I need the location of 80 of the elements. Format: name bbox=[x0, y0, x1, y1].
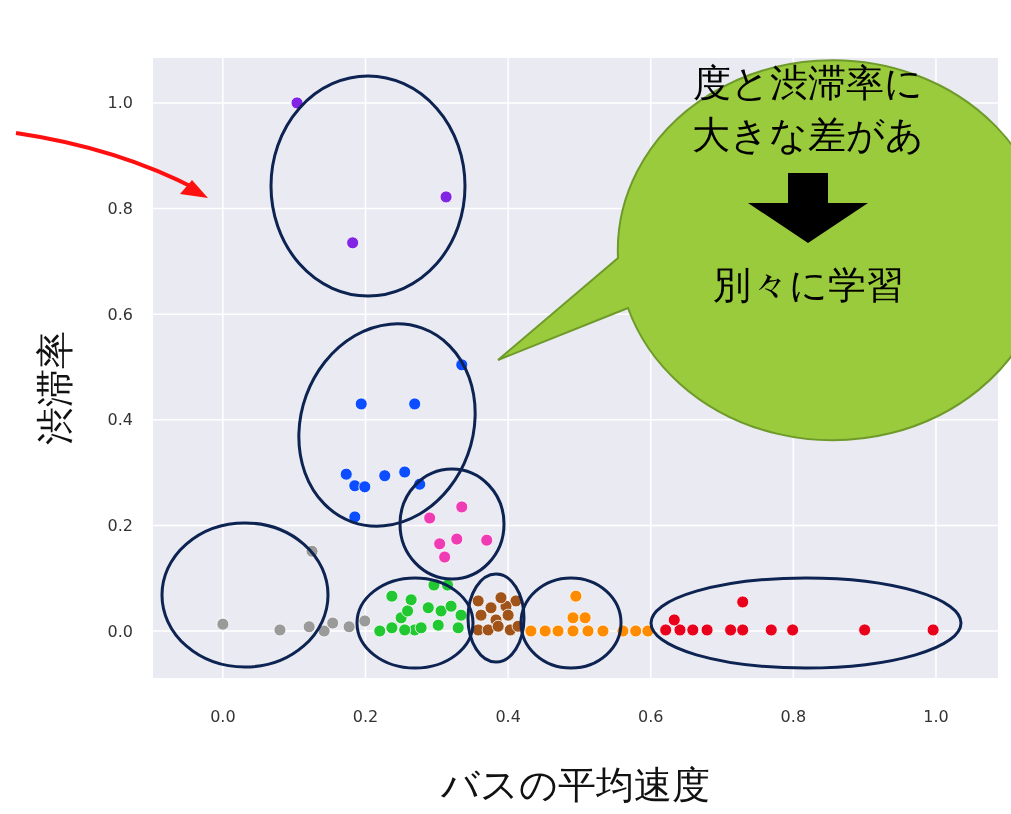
point bbox=[566, 611, 580, 625]
point bbox=[414, 621, 428, 635]
point bbox=[481, 623, 495, 637]
x-tick-label: 0.6 bbox=[638, 707, 664, 726]
point bbox=[764, 623, 778, 637]
point bbox=[385, 621, 399, 635]
point bbox=[858, 623, 872, 637]
point bbox=[346, 236, 360, 250]
point bbox=[494, 591, 508, 605]
y-tick-label: 0.6 bbox=[107, 304, 133, 324]
point bbox=[700, 623, 714, 637]
point bbox=[659, 623, 673, 637]
point bbox=[673, 623, 687, 637]
annotation: 大きな差があ bbox=[692, 113, 924, 157]
point bbox=[444, 599, 458, 613]
point bbox=[421, 601, 435, 615]
point bbox=[471, 594, 485, 608]
point bbox=[378, 469, 392, 483]
point bbox=[358, 614, 372, 628]
y-tick-label: 0.4 bbox=[107, 410, 133, 430]
point bbox=[326, 616, 340, 630]
annotation: 別々に学習 bbox=[712, 263, 904, 307]
point bbox=[385, 589, 399, 603]
point bbox=[434, 604, 448, 618]
x-tick-label: 1.0 bbox=[923, 707, 949, 726]
point bbox=[724, 623, 737, 637]
point bbox=[408, 397, 422, 411]
y-tick-label: 1.0 bbox=[107, 93, 133, 113]
point bbox=[317, 624, 331, 638]
y-tick-label: 0.0 bbox=[107, 621, 133, 641]
point bbox=[398, 623, 412, 637]
point bbox=[480, 533, 494, 547]
point bbox=[578, 611, 592, 625]
x-tick-label: 0.8 bbox=[780, 707, 807, 726]
point bbox=[629, 624, 643, 638]
point bbox=[455, 500, 469, 514]
point bbox=[686, 623, 700, 637]
point bbox=[216, 617, 230, 631]
point bbox=[581, 624, 595, 638]
annotation: 度と渋滞率に bbox=[693, 61, 923, 105]
point bbox=[398, 465, 412, 479]
point bbox=[786, 623, 800, 637]
point bbox=[439, 190, 453, 204]
x-axis-title: バスの平均速度 bbox=[440, 763, 710, 807]
point bbox=[339, 467, 353, 481]
point bbox=[524, 624, 538, 638]
point bbox=[273, 623, 287, 637]
x-tick-label: 0.0 bbox=[210, 707, 236, 726]
y-tick-label: 0.2 bbox=[107, 515, 133, 535]
point bbox=[354, 397, 368, 411]
point bbox=[451, 621, 465, 635]
point bbox=[358, 480, 372, 494]
point bbox=[491, 619, 505, 633]
point bbox=[596, 624, 610, 638]
point bbox=[302, 620, 316, 634]
point bbox=[538, 624, 552, 638]
point bbox=[454, 608, 468, 622]
point bbox=[501, 608, 515, 622]
point bbox=[401, 604, 414, 618]
point bbox=[342, 620, 356, 634]
point bbox=[484, 601, 498, 615]
point bbox=[431, 618, 445, 632]
point bbox=[667, 613, 681, 627]
point bbox=[433, 537, 447, 551]
point bbox=[736, 623, 750, 637]
y-axis-title: 渋滞率 bbox=[33, 331, 77, 445]
y-tick-label: 0.8 bbox=[107, 199, 133, 219]
point bbox=[551, 624, 565, 638]
point bbox=[926, 623, 940, 637]
point bbox=[566, 624, 580, 638]
x-tick-label: 0.4 bbox=[495, 707, 521, 726]
point bbox=[450, 532, 464, 546]
point bbox=[569, 589, 583, 603]
point bbox=[373, 624, 387, 638]
x-tick-label: 0.2 bbox=[352, 707, 379, 726]
point bbox=[404, 593, 418, 607]
point bbox=[736, 595, 750, 609]
point bbox=[423, 511, 437, 525]
point bbox=[438, 550, 452, 564]
point bbox=[474, 608, 488, 622]
